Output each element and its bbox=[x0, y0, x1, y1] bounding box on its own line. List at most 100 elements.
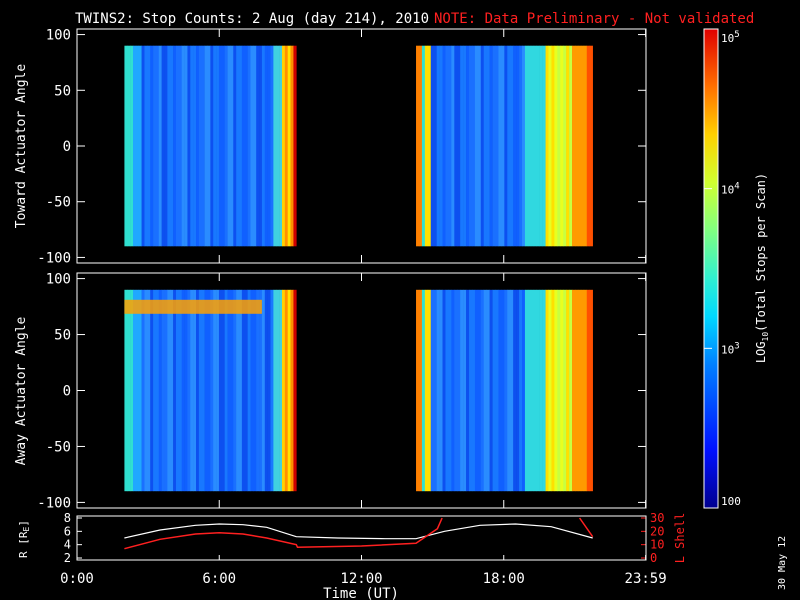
x-tick-label: 6:00 bbox=[202, 571, 236, 587]
heatmap-cell bbox=[144, 45, 148, 247]
preliminary-note: NOTE: Data Preliminary - Not validated bbox=[434, 11, 754, 27]
heatmap-cell bbox=[513, 289, 517, 492]
heatmap-cell bbox=[287, 289, 291, 492]
heatmap-cell bbox=[418, 45, 423, 247]
heatmap-cell bbox=[256, 45, 260, 247]
heatmap-cell bbox=[560, 45, 564, 247]
heatmap-cell bbox=[196, 45, 200, 247]
chart-title: TWINS2: Stop Counts: 2 Aug (day 214), 20… bbox=[75, 11, 429, 27]
heatmap-cell bbox=[427, 289, 432, 492]
heatmap-cell bbox=[533, 45, 538, 247]
heatmap-cell bbox=[201, 45, 205, 247]
heatmap-cell bbox=[273, 45, 277, 247]
y-tick-label: 50 bbox=[54, 83, 71, 99]
heatmap-cell bbox=[463, 289, 467, 492]
heatmap-cell bbox=[504, 289, 508, 492]
toward-ylabel: Toward Actuator Angle bbox=[14, 64, 29, 229]
heatmap-cell bbox=[213, 45, 217, 247]
heatmap-cell bbox=[545, 45, 549, 247]
heatmap-cell bbox=[524, 289, 529, 492]
heatmap-cell bbox=[430, 289, 434, 492]
lshell-axis-label: L Shell bbox=[673, 513, 687, 564]
heatmap-band bbox=[124, 299, 262, 314]
heatmap-cell bbox=[586, 45, 591, 247]
heatmap-cell bbox=[150, 289, 154, 492]
away-panel: 100 50 0 -50 -100 bbox=[37, 272, 647, 511]
heatmap-cell bbox=[566, 45, 570, 247]
heatmap-cell bbox=[469, 289, 473, 492]
heatmap-cell bbox=[480, 45, 485, 247]
heatmap-cell bbox=[577, 289, 582, 492]
heatmap-cell bbox=[230, 45, 234, 247]
colorbar-ticks: 100 103 104 105 bbox=[704, 28, 741, 509]
y-tick-label: -50 bbox=[46, 195, 71, 211]
heatmap-cell bbox=[454, 45, 458, 247]
heatmap-cell bbox=[548, 45, 552, 247]
heatmap-cell bbox=[486, 45, 490, 247]
heatmap-cell bbox=[560, 289, 564, 492]
heatmap-cell bbox=[448, 45, 452, 247]
heatmap-cell bbox=[279, 289, 283, 492]
heatmap-cell bbox=[466, 45, 470, 247]
heatmap-cell bbox=[227, 45, 231, 247]
y-tick-label: 100 bbox=[46, 28, 71, 44]
heatmap-cell bbox=[133, 289, 137, 492]
heatmap-cell bbox=[574, 45, 579, 247]
x-axis-label: Time (UT) bbox=[323, 586, 399, 600]
heatmap-cell bbox=[178, 45, 183, 247]
heatmap-cell bbox=[155, 45, 160, 247]
heatmap-cell bbox=[448, 289, 452, 492]
heatmap-cell bbox=[489, 289, 493, 492]
heatmap-cell bbox=[127, 289, 131, 492]
heatmap-cell bbox=[290, 45, 294, 247]
heatmap-cell bbox=[530, 289, 535, 492]
heatmap-cell bbox=[483, 289, 487, 492]
heatmap-cell bbox=[495, 45, 499, 247]
heatmap-cell bbox=[533, 289, 538, 492]
heatmap-cell bbox=[210, 289, 214, 492]
heatmap-cell bbox=[221, 45, 225, 247]
heatmap-cell bbox=[147, 45, 151, 247]
heatmap-cell bbox=[498, 45, 502, 247]
heatmap-cell bbox=[542, 289, 546, 492]
heatmap-cell bbox=[442, 289, 446, 492]
heatmap-cell bbox=[216, 45, 220, 247]
heatmap-cell bbox=[230, 289, 234, 492]
heatmap-cell bbox=[557, 289, 561, 492]
away-panel-frame bbox=[76, 272, 647, 509]
colorbar-tick-label: 100 bbox=[721, 495, 741, 508]
lshell-tick-label: 20 bbox=[650, 524, 664, 538]
heatmap-cell bbox=[489, 45, 493, 247]
heatmap-cell bbox=[181, 289, 185, 492]
heatmap-cell bbox=[554, 45, 558, 247]
heatmap-cell bbox=[284, 45, 288, 247]
y-tick-label: -50 bbox=[46, 439, 71, 455]
heatmap-cell bbox=[236, 289, 240, 492]
heatmap-cell bbox=[281, 289, 286, 492]
heatmap-cell bbox=[135, 289, 140, 492]
heatmap-cell bbox=[204, 289, 208, 492]
heatmap-cell bbox=[155, 289, 160, 492]
heatmap-cell bbox=[218, 289, 223, 492]
heatmap-cell bbox=[524, 45, 529, 247]
heatmap-cell bbox=[469, 45, 473, 247]
y-tick-label: 0 bbox=[63, 139, 71, 155]
heatmap-cell bbox=[577, 45, 582, 247]
heatmap-cell bbox=[273, 289, 277, 492]
heatmap-cell bbox=[198, 45, 203, 247]
x-tick-label: 23:59 bbox=[625, 571, 667, 587]
heatmap-cell bbox=[563, 45, 567, 247]
heatmap-cell bbox=[424, 289, 429, 492]
heatmap-cell bbox=[471, 45, 476, 247]
heatmap-cell bbox=[124, 45, 128, 247]
heatmap-cell bbox=[287, 45, 291, 247]
heatmap-cell bbox=[147, 289, 151, 492]
toward-panel-frame bbox=[76, 28, 647, 264]
heatmap-cell bbox=[545, 289, 549, 492]
heatmap-cell bbox=[421, 289, 426, 492]
heatmap-cell bbox=[250, 289, 254, 492]
heatmap-cell bbox=[259, 45, 263, 247]
heatmap-cell bbox=[539, 45, 543, 247]
heatmap-cell bbox=[293, 45, 297, 247]
heatmap-cell bbox=[239, 289, 243, 492]
